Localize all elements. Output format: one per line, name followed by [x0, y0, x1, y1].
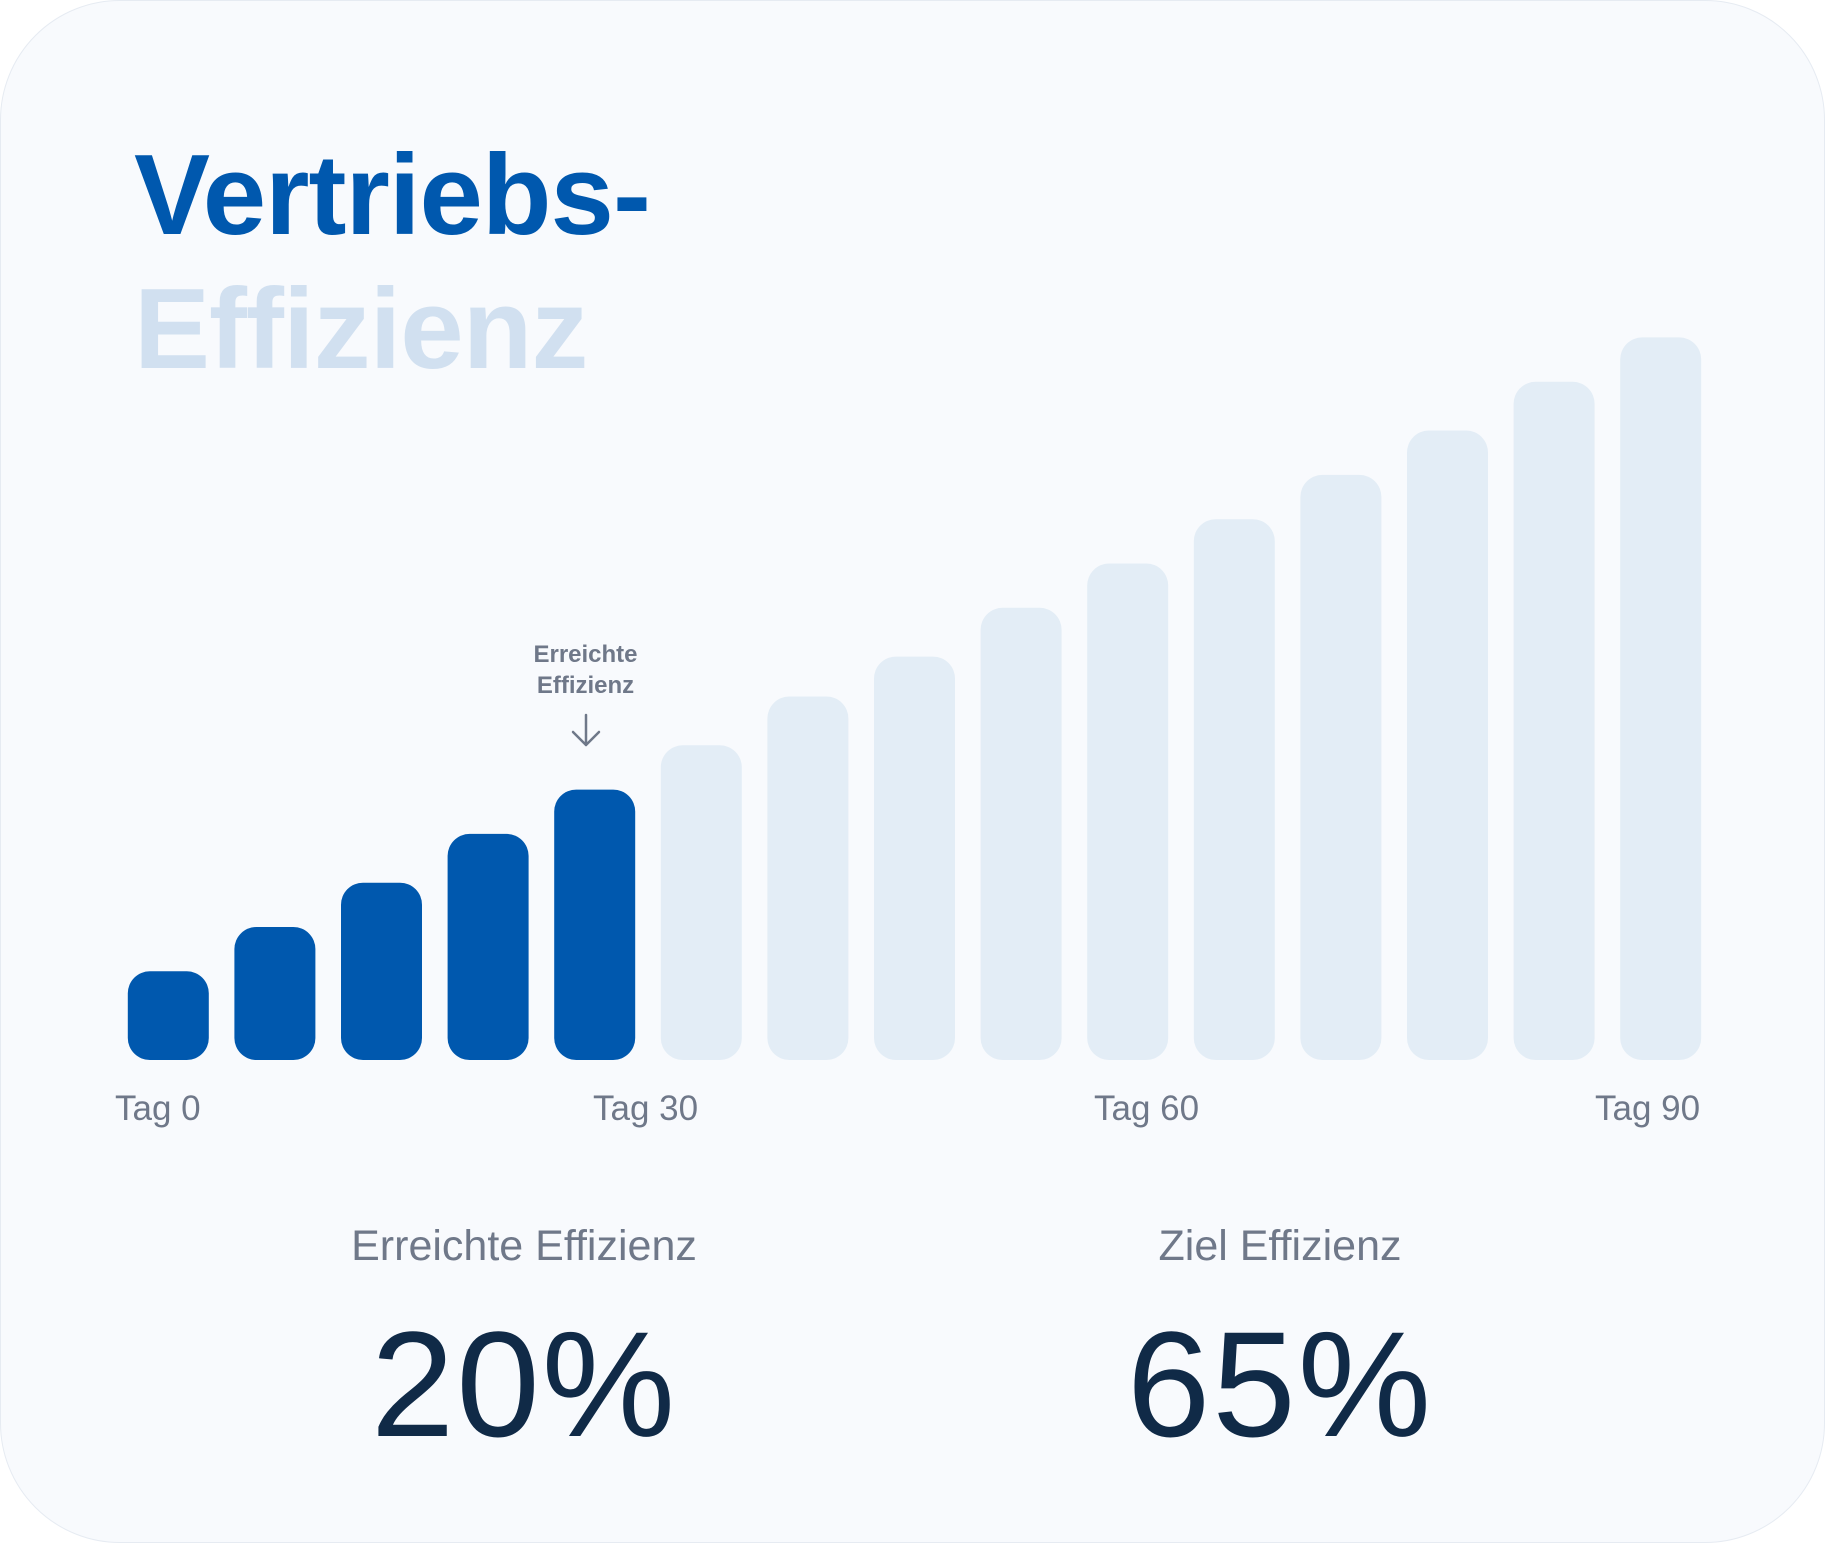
- arrow-down-icon: [571, 713, 601, 747]
- bar-achieved: [554, 789, 636, 1060]
- achieved-annotation: Erreichte Effizienz: [488, 639, 683, 701]
- x-tick-label: Tag 90: [1595, 1089, 1701, 1128]
- bar-remaining: [1193, 519, 1275, 1060]
- bar-remaining: [1087, 563, 1169, 1060]
- bar-remaining: [1513, 381, 1595, 1060]
- stat-target-label: Ziel Effizienz: [1158, 1222, 1402, 1270]
- bar-achieved: [127, 971, 209, 1060]
- stat-achieved-label: Erreichte Effizienz: [351, 1222, 697, 1270]
- title-line-2: Effizienz: [134, 266, 588, 393]
- bar-remaining: [767, 696, 849, 1060]
- bar-achieved: [341, 882, 422, 1060]
- stat-achieved-value: 20%: [370, 1300, 678, 1468]
- stat-achieved: Erreichte Effizienz 20%: [224, 1216, 824, 1464]
- annotation-line-1: Erreichte: [533, 641, 638, 668]
- x-tick-label: Tag 60: [1094, 1089, 1200, 1128]
- bar-remaining: [1407, 430, 1488, 1060]
- annotation-line-2: Effizienz: [536, 672, 635, 699]
- x-tick-label: Tag 30: [593, 1089, 699, 1128]
- bar-achieved: [447, 833, 529, 1060]
- stat-target-value: 65%: [1126, 1300, 1434, 1468]
- bar-achieved: [234, 927, 316, 1060]
- bar-remaining: [980, 607, 1062, 1060]
- bar-remaining: [1620, 337, 1702, 1060]
- title-line-1: Vertriebs-: [134, 132, 651, 259]
- x-tick-label: Tag 0: [115, 1089, 201, 1128]
- bar-remaining: [1300, 474, 1382, 1060]
- bar-remaining: [874, 656, 955, 1060]
- bar-remaining: [660, 745, 742, 1060]
- stat-target: Ziel Effizienz 65%: [980, 1216, 1580, 1464]
- chart-title: Vertriebs- Effizienz: [134, 129, 651, 397]
